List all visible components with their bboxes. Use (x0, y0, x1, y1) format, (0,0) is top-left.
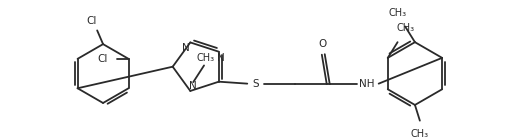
Text: CH₃: CH₃ (388, 8, 406, 18)
Text: CH₃: CH₃ (396, 23, 414, 33)
Text: Cl: Cl (98, 54, 108, 64)
Text: N: N (181, 43, 189, 53)
Text: S: S (253, 79, 260, 89)
Text: N: N (190, 81, 197, 91)
Text: NH: NH (359, 79, 375, 89)
Text: O: O (319, 39, 327, 49)
Text: Cl: Cl (86, 16, 96, 26)
Text: N: N (217, 53, 225, 63)
Text: CH₃: CH₃ (197, 53, 215, 63)
Text: CH₃: CH₃ (411, 129, 429, 139)
